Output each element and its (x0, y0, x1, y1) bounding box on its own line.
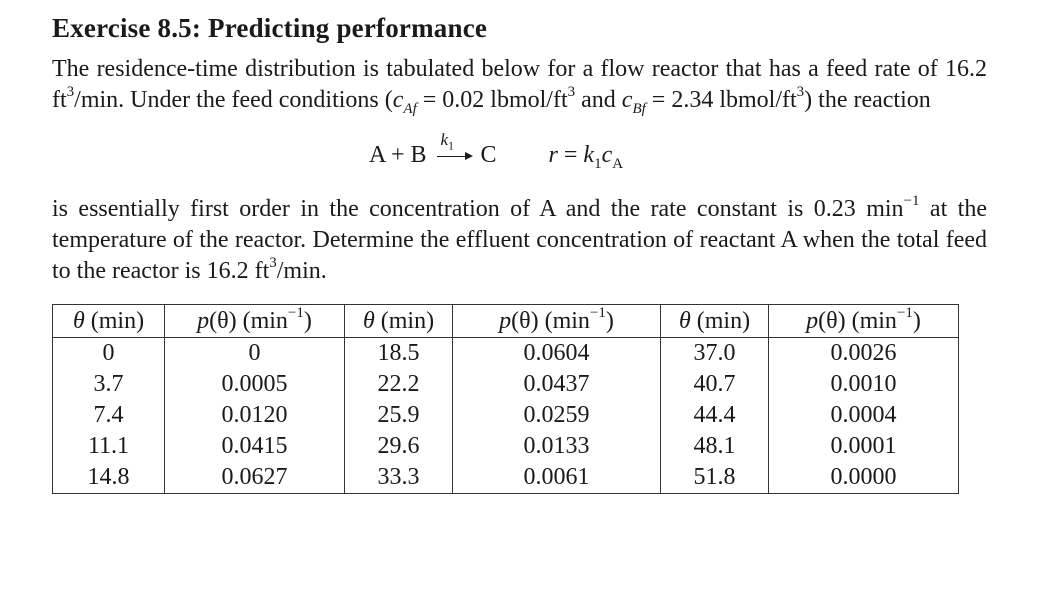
theta-cell: 48.1 (660, 431, 769, 462)
exercise-title: Exercise 8.5: Predicting performance (52, 13, 488, 43)
theta-cell: 33.3 (344, 462, 453, 494)
reaction-arrow-icon: k1 (436, 130, 473, 161)
p-theta-cell: 0.0259 (452, 400, 661, 431)
p-theta-cell: 0.0026 (768, 337, 959, 369)
p-theta-cell: 0.0120 (164, 400, 345, 431)
p-theta-cell: 0.0627 (164, 462, 345, 494)
theta-cell: 51.8 (660, 462, 769, 494)
theta-cell: 0 (52, 337, 165, 369)
p-theta-cell: 0.0000 (768, 462, 959, 494)
table-row: 0 0 18.5 0.0604 37.0 0.0026 (52, 337, 959, 369)
theta-cell: 37.0 (660, 337, 769, 369)
theta-cell: 25.9 (344, 400, 453, 431)
reactants: A + B (368, 141, 427, 168)
table-row: 7.4 0.0120 25.9 0.0259 44.4 0.0004 (52, 400, 959, 431)
exercise-paragraph-2: is essentially first order in the concen… (52, 193, 987, 285)
p-theta-cell: 0.0604 (452, 337, 661, 369)
rtd-table: θ (min) p(θ) (min−1) θ (min) p(θ) (min−1) θ … (52, 304, 959, 494)
rate-constant-label: k1 (440, 130, 455, 153)
theta-cell: 40.7 (660, 369, 769, 400)
theta-cell: 11.1 (52, 431, 165, 462)
table-row: 3.7 0.0005 22.2 0.0437 40.7 0.0010 (52, 369, 959, 400)
p-theta-cell: 0.0437 (452, 369, 661, 400)
theta-cell: 44.4 (660, 400, 769, 431)
theta-cell: 7.4 (52, 400, 165, 431)
reaction-equation: A + B k1 C r = k1cA (52, 120, 1000, 190)
p-theta-cell: 0.0010 (768, 369, 959, 400)
table-header-cell: θ (min) (660, 304, 769, 338)
table-row: 14.8 0.0627 33.3 0.0061 51.8 0.0000 (52, 462, 959, 494)
theta-cell: 14.8 (52, 462, 165, 494)
p-theta-cell: 0.0001 (768, 431, 959, 462)
table-header-cell: θ (min) (344, 304, 453, 338)
theta-cell: 29.6 (344, 431, 453, 462)
p-theta-cell: 0.0004 (768, 400, 959, 431)
rate-expression: r = k1cA (548, 141, 624, 172)
reaction-scheme: A + B k1 C (368, 130, 497, 169)
theta-cell: 3.7 (52, 369, 165, 400)
table-header-cell: p(θ) (min−1) (768, 304, 959, 338)
rtd-table-body: 0 0 18.5 0.0604 37.0 0.0026 3.7 0.0005 22.2 0.043… (52, 337, 959, 494)
product: C (480, 141, 497, 168)
p-theta-cell: 0 (164, 337, 345, 369)
rtd-table-header-row: θ (min) p(θ) (min−1) θ (min) p(θ) (min−1) θ … (52, 304, 959, 338)
p-theta-cell: 0.0133 (452, 431, 661, 462)
p-theta-cell: 0.0005 (164, 369, 345, 400)
table-header-cell: θ (min) (52, 304, 165, 338)
table-row: 11.1 0.0415 29.6 0.0133 48.1 0.0001 (52, 431, 959, 462)
p-theta-cell: 0.0415 (164, 431, 345, 462)
theta-cell: 18.5 (344, 337, 453, 369)
exercise-paragraph-1: The residence-time distribution is tabul… (52, 56, 987, 117)
table-header-cell: p(θ) (min−1) (452, 304, 661, 338)
table-header-cell: p(θ) (min−1) (164, 304, 345, 338)
p-theta-cell: 0.0061 (452, 462, 661, 494)
theta-cell: 22.2 (344, 369, 453, 400)
